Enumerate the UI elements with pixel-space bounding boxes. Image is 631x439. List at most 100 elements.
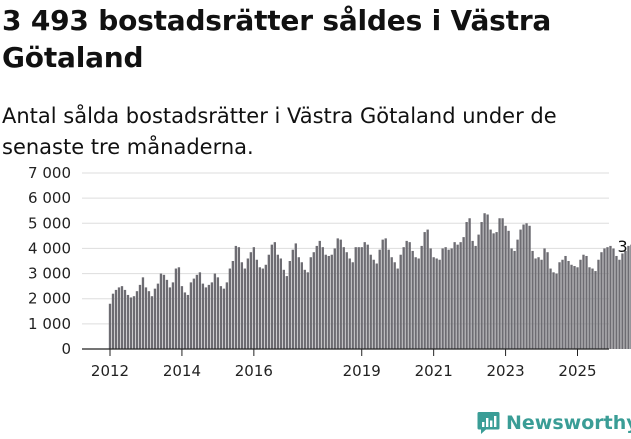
bar (261, 268, 265, 349)
bar (546, 252, 549, 349)
bar (267, 254, 271, 349)
bar (183, 292, 187, 349)
bar (435, 258, 438, 349)
y-tick-label: 4 000 (28, 239, 71, 257)
bar (606, 247, 609, 349)
bar (399, 254, 402, 349)
bar (453, 242, 456, 349)
bar (426, 229, 429, 349)
x-tick-label: 2019 (343, 362, 381, 380)
bar (213, 273, 217, 349)
bar (609, 245, 612, 349)
bar (510, 248, 513, 349)
bar (405, 240, 408, 349)
bar (174, 268, 178, 349)
bar (228, 268, 232, 349)
bar (564, 255, 567, 349)
bar (252, 247, 256, 349)
x-axis-labels: 2012 2014 2016 2019 2021 2023 2025 (91, 362, 597, 380)
bar (348, 258, 351, 349)
bar (243, 268, 247, 349)
bar (396, 268, 399, 349)
bar (489, 229, 492, 349)
bar (411, 250, 414, 349)
bar (543, 248, 546, 349)
bar (108, 303, 112, 349)
bar (603, 248, 606, 349)
bar (345, 252, 348, 349)
bar (192, 278, 196, 349)
bar (573, 266, 576, 349)
bar (204, 287, 208, 349)
bar (447, 249, 450, 349)
bar (495, 232, 498, 349)
bar (120, 286, 124, 349)
bar (123, 289, 127, 349)
bar (402, 247, 405, 349)
y-tick-label: 3 000 (28, 265, 71, 283)
bar (327, 255, 330, 349)
bar (285, 276, 288, 349)
bar (171, 282, 175, 349)
bar (270, 244, 273, 349)
bar (282, 269, 285, 349)
bar (309, 257, 312, 349)
bar (618, 259, 621, 349)
newsworthy-logo[interactable]: Newsworthy (477, 408, 631, 438)
bars (108, 213, 631, 349)
bar (351, 262, 354, 349)
bar (483, 213, 486, 349)
bar (378, 249, 381, 349)
bar (480, 222, 483, 349)
bar (225, 282, 229, 349)
bar (456, 244, 459, 349)
bar (624, 250, 627, 349)
bar (357, 247, 360, 349)
bar (162, 274, 166, 349)
bar (525, 223, 528, 349)
bar (372, 259, 375, 349)
x-axis (82, 348, 609, 356)
bar (471, 240, 474, 349)
bar (318, 240, 321, 349)
bar (561, 259, 564, 349)
bar (117, 287, 121, 349)
bar (111, 293, 115, 349)
bar (306, 272, 309, 349)
x-tick-label: 2023 (486, 362, 524, 380)
bar (474, 245, 477, 349)
bar (555, 273, 558, 349)
bar (468, 218, 471, 349)
y-tick-label: 1 000 (28, 315, 71, 333)
bar (534, 258, 537, 349)
bar (549, 268, 552, 349)
bar (297, 257, 300, 349)
bar (147, 291, 151, 349)
bar (444, 247, 447, 349)
bar (366, 244, 369, 349)
bar (459, 242, 462, 349)
bar (201, 283, 205, 349)
bar (381, 239, 384, 349)
bar (198, 272, 202, 349)
y-axis-labels: 0 1 000 2 000 3 000 4 000 5 000 6 000 7 000 (28, 164, 71, 358)
bar (375, 263, 378, 349)
x-tick-label: 2012 (91, 362, 129, 380)
bar (615, 255, 618, 349)
last-value-label: 3 493 (618, 237, 631, 256)
bar (363, 242, 366, 349)
bar (507, 230, 510, 349)
bar (414, 257, 417, 349)
x-tick-label: 2016 (235, 362, 273, 380)
bar (339, 239, 342, 349)
bar (408, 242, 411, 349)
bar (300, 262, 303, 349)
bar (276, 254, 279, 349)
bar (597, 259, 600, 349)
bar (144, 287, 148, 349)
bar (477, 234, 480, 349)
bar (579, 259, 582, 349)
bar (465, 222, 468, 349)
y-tick-label: 2 000 (28, 290, 71, 308)
bar (138, 284, 142, 349)
